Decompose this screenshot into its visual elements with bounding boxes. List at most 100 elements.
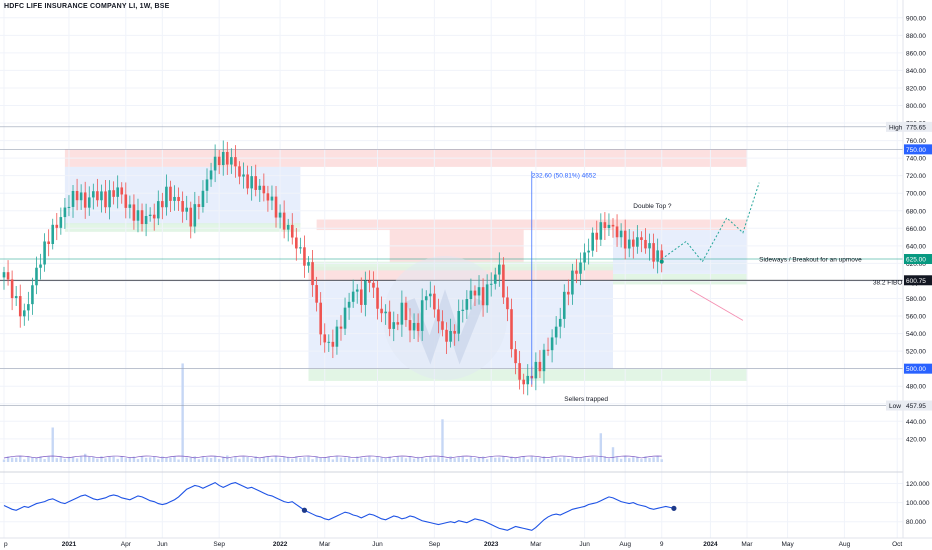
volume-bar (554, 457, 558, 462)
volume-bar (400, 457, 404, 462)
price-tick-label: 740.00 (906, 156, 926, 163)
candle-body (250, 176, 253, 189)
volume-bar (88, 456, 91, 462)
candle-body (197, 204, 201, 207)
last-price-dot (659, 259, 664, 264)
volume-bar (136, 459, 140, 462)
candle-body (238, 166, 241, 177)
candle-body (623, 230, 627, 249)
volume-bar (644, 456, 647, 462)
price-badge-value: 625.00 (906, 257, 926, 264)
volume-bar (193, 456, 197, 462)
volume-bar (327, 456, 330, 462)
candle-body (640, 237, 643, 240)
volume-bar (222, 456, 225, 462)
price-badge (904, 121, 932, 132)
projection-down-arrow (689, 289, 744, 321)
volume-bar (177, 459, 180, 462)
candle-body (550, 337, 554, 351)
price-tick-label: 420.00 (906, 436, 926, 443)
candle-body (660, 250, 664, 264)
time-tick-label: p (4, 541, 8, 548)
volume-bar (433, 458, 436, 462)
price-badge-value: 500.00 (906, 366, 926, 373)
volume-bar (453, 458, 456, 462)
volume-bar (116, 458, 119, 462)
annotation-text: 232.60 (50.81%) 4652 (532, 172, 597, 179)
candle-body (481, 287, 485, 306)
volume-layer (2, 363, 663, 462)
volume-ma-line (3, 455, 662, 459)
volume-bar (71, 456, 75, 462)
candle-body (278, 212, 282, 218)
volume-bar (376, 456, 379, 462)
volume-bar (599, 433, 603, 462)
time-tick-label: Mar (530, 541, 542, 548)
time-tick-label: May (781, 541, 794, 548)
volume-bar (96, 458, 99, 462)
candle-body (31, 285, 34, 305)
candle-body (429, 293, 432, 297)
price-tick-label: 820.00 (906, 85, 926, 92)
volume-bar (567, 458, 570, 462)
candle-body (173, 196, 176, 201)
volume-bar (416, 456, 420, 462)
volume-bar (546, 459, 550, 462)
volume-bar (238, 458, 241, 462)
volume-bar (510, 456, 513, 462)
candle-body (18, 296, 22, 317)
candle-body (2, 272, 6, 278)
volume-bar (660, 459, 663, 462)
volume-bar (254, 456, 257, 462)
volume-bar (538, 457, 542, 462)
price-badge-name: Low (889, 403, 901, 410)
candle-body (83, 192, 87, 208)
volume-bar (161, 456, 164, 462)
candle-body (603, 222, 607, 228)
volume-bar (213, 456, 217, 462)
candle-body (262, 185, 266, 194)
candle-body (258, 185, 262, 190)
candle-body (266, 193, 270, 201)
candle-body (554, 326, 558, 338)
volume-bar (67, 456, 71, 462)
volume-bar (315, 456, 318, 462)
candle-body (75, 191, 79, 201)
price-axis[interactable]: 900.00880.00860.00840.00820.00800.00780.… (886, 0, 932, 538)
candle-body (420, 300, 424, 331)
volume-bar (534, 457, 538, 462)
zone-green (613, 273, 747, 285)
osc-line (3, 481, 675, 531)
volume-bar (579, 458, 582, 462)
chart-title: HDFC LIFE INSURANCE COMPANY LI, 1W, BSE (4, 3, 170, 10)
time-tick-label: Aug (619, 541, 631, 548)
volume-bar (481, 456, 485, 462)
candle-body (96, 191, 99, 201)
volume-bar (35, 457, 38, 462)
volume-bar (502, 456, 505, 462)
candle-body (39, 264, 42, 268)
volume-bar (615, 456, 619, 462)
candle-body (161, 201, 164, 208)
price-tick-label: 640.00 (906, 243, 926, 250)
volume-bar (173, 456, 176, 462)
candle-body (567, 291, 570, 295)
volume-bar (132, 456, 136, 462)
volume-bar (473, 457, 477, 462)
volume-bar (104, 458, 107, 462)
volume-bar (485, 459, 489, 462)
candle-body (132, 204, 136, 221)
drawings-layer (531, 171, 760, 385)
price-tick-label: 680.00 (906, 208, 926, 215)
volume-bar (445, 458, 448, 462)
time-axis[interactable]: p 2021 Apr Jun Sep 2022 Mar Jun Sep 2023 Mar Jun Aug… (0, 537, 932, 548)
candle-body (112, 190, 115, 197)
price-tick-label: 560.00 (906, 314, 926, 321)
volume-bar (250, 458, 253, 462)
volume-bar (209, 457, 213, 462)
volume-bar (14, 457, 18, 462)
candle-body (35, 267, 38, 286)
price-tick-label: 900.00 (906, 15, 926, 22)
volume-bar (457, 457, 460, 462)
price-tick-label: 720.00 (906, 173, 926, 180)
